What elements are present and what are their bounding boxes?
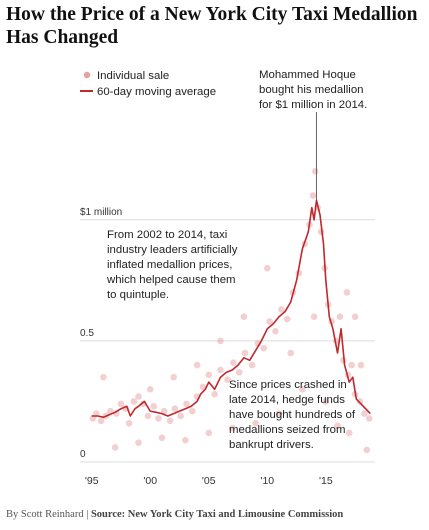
sale-point-42 [311, 168, 319, 175]
sale-point-12 [144, 412, 152, 420]
annotation-hoque-line-1: Mohammed Hoque [259, 69, 356, 81]
sale-point-29 [241, 349, 249, 357]
sale-point-2 [97, 417, 105, 425]
sale-point-35 [278, 306, 285, 313]
x-tick-label-0: '95 [85, 475, 99, 487]
annotation-hoque-line-2: bought his medallion [259, 84, 364, 96]
sale-point-57 [111, 444, 119, 451]
annotation-hoque-line-3: for $1 million in 2014. [259, 99, 367, 111]
annotation-inflation-line-5: to quintuple. [107, 289, 169, 301]
sale-point-24 [211, 390, 218, 398]
sale-point-41 [309, 192, 317, 199]
sale-point-80 [351, 313, 359, 320]
sale-point-79 [357, 361, 365, 369]
sale-point-62 [228, 424, 236, 432]
sale-point-78 [100, 373, 107, 381]
sale-point-8 [125, 419, 133, 427]
source-note: Source: New York City Taxi and Limousine… [90, 509, 344, 520]
credit-separator: | [86, 509, 89, 520]
price-chart: 0 0.5 $1 million '95 '00 '05 '10 '15 Individua… [80, 69, 375, 487]
sale-point-34 [272, 327, 279, 335]
y-tick-label-1: 0.5 [80, 328, 94, 339]
sale-point-55 [361, 410, 368, 417]
sale-point-60 [182, 436, 189, 444]
sale-point-81 [343, 289, 351, 296]
sale-point-15 [160, 407, 168, 415]
sale-point-61 [205, 429, 213, 437]
annotation-crash-line-1: Since prices crashed in [229, 379, 347, 391]
annotation-inflation-line-4: which helped cause them [106, 274, 236, 286]
y-tick-label-0: 0 [80, 449, 86, 460]
sale-point-17 [171, 405, 179, 413]
x-tick-label-2: '05 [202, 475, 216, 487]
moving-average-line [91, 199, 371, 418]
chart-title: How the Price of a New York City Taxi Me… [6, 4, 418, 48]
sale-point-23 [205, 371, 213, 379]
sale-point-67 [345, 429, 353, 437]
sale-point-65 [299, 386, 306, 393]
credit-line: By Scott Reinhard | Source: New York Cit… [6, 509, 343, 520]
x-tick-label-4: '15 [319, 475, 333, 487]
sale-point-33 [266, 318, 273, 325]
annotation-hoque: Mohammed Hoque bought his medallion for … [259, 69, 367, 111]
sale-point-59 [158, 434, 166, 442]
annotation-crash-line-2: late 2014, hedge funds [229, 394, 345, 406]
sale-point-9 [130, 398, 138, 405]
sale-point-25 [217, 366, 224, 374]
legend: Individual sale 60-day moving average [80, 70, 216, 98]
sale-point-13 [150, 402, 158, 410]
x-tick-label-1: '00 [143, 475, 157, 487]
sale-point-27 [230, 359, 237, 366]
sale-point-74 [217, 337, 224, 345]
sale-point-26 [224, 376, 231, 383]
annotation-crash-line-4: medallions seized from [229, 424, 346, 436]
sale-point-49 [336, 313, 344, 320]
sale-point-14 [155, 415, 162, 422]
legend-dot-marker [83, 71, 91, 79]
legend-label-individual-sale: Individual sale [97, 70, 169, 82]
sale-point-19 [183, 400, 190, 408]
sale-point-63 [252, 419, 259, 427]
sale-point-30 [248, 361, 256, 369]
annotation-crash-line-5: bankrupt drivers. [229, 439, 314, 451]
x-axis-labels: '95 '00 '05 '10 '15 [85, 475, 333, 487]
annotation-inflation-line-2: industry leaders artificially [107, 244, 238, 256]
sale-point-56 [365, 415, 373, 422]
sale-point-73 [240, 313, 248, 320]
sale-point-36 [283, 315, 291, 323]
sale-point-69 [334, 422, 341, 429]
sale-point-66 [322, 398, 330, 405]
legend-label-moving-average: 60-day moving average [97, 86, 216, 98]
annotation-crash: Since prices crashed in late 2014, hedge… [229, 379, 356, 451]
sale-point-32 [260, 344, 268, 352]
sale-point-18 [177, 412, 184, 420]
sale-point-28 [235, 369, 243, 376]
sale-point-58 [135, 439, 142, 446]
sale-point-20 [189, 407, 196, 415]
y-axis-labels: 0 0.5 $1 million [80, 207, 122, 460]
annotation-crash-line-3: have bought hundreds of [229, 409, 356, 421]
sale-point-64 [275, 410, 283, 417]
sale-point-70 [287, 349, 295, 357]
sale-point-75 [193, 361, 201, 369]
annotation-inflation: From 2002 to 2014, taxi industry leaders… [106, 229, 238, 301]
y-tick-label-2: $1 million [80, 207, 122, 218]
sale-point-72 [264, 264, 271, 272]
sale-point-76 [170, 373, 177, 381]
sale-point-68 [363, 446, 371, 454]
sale-point-52 [348, 361, 355, 369]
byline: By Scott Reinhard [6, 509, 84, 520]
x-tick-label-3: '10 [260, 475, 274, 487]
sale-point-22 [199, 383, 207, 391]
sale-point-6 [117, 400, 125, 408]
sale-point-10 [135, 393, 142, 400]
sale-point-77 [146, 386, 154, 393]
sale-point-16 [166, 417, 174, 425]
annotation-inflation-line-1: From 2002 to 2014, taxi [107, 229, 227, 241]
gridlines [80, 219, 375, 463]
annotation-inflation-line-3: inflated medallion prices, [107, 259, 232, 271]
sale-point-71 [310, 313, 318, 320]
moving-average-path [91, 199, 371, 418]
